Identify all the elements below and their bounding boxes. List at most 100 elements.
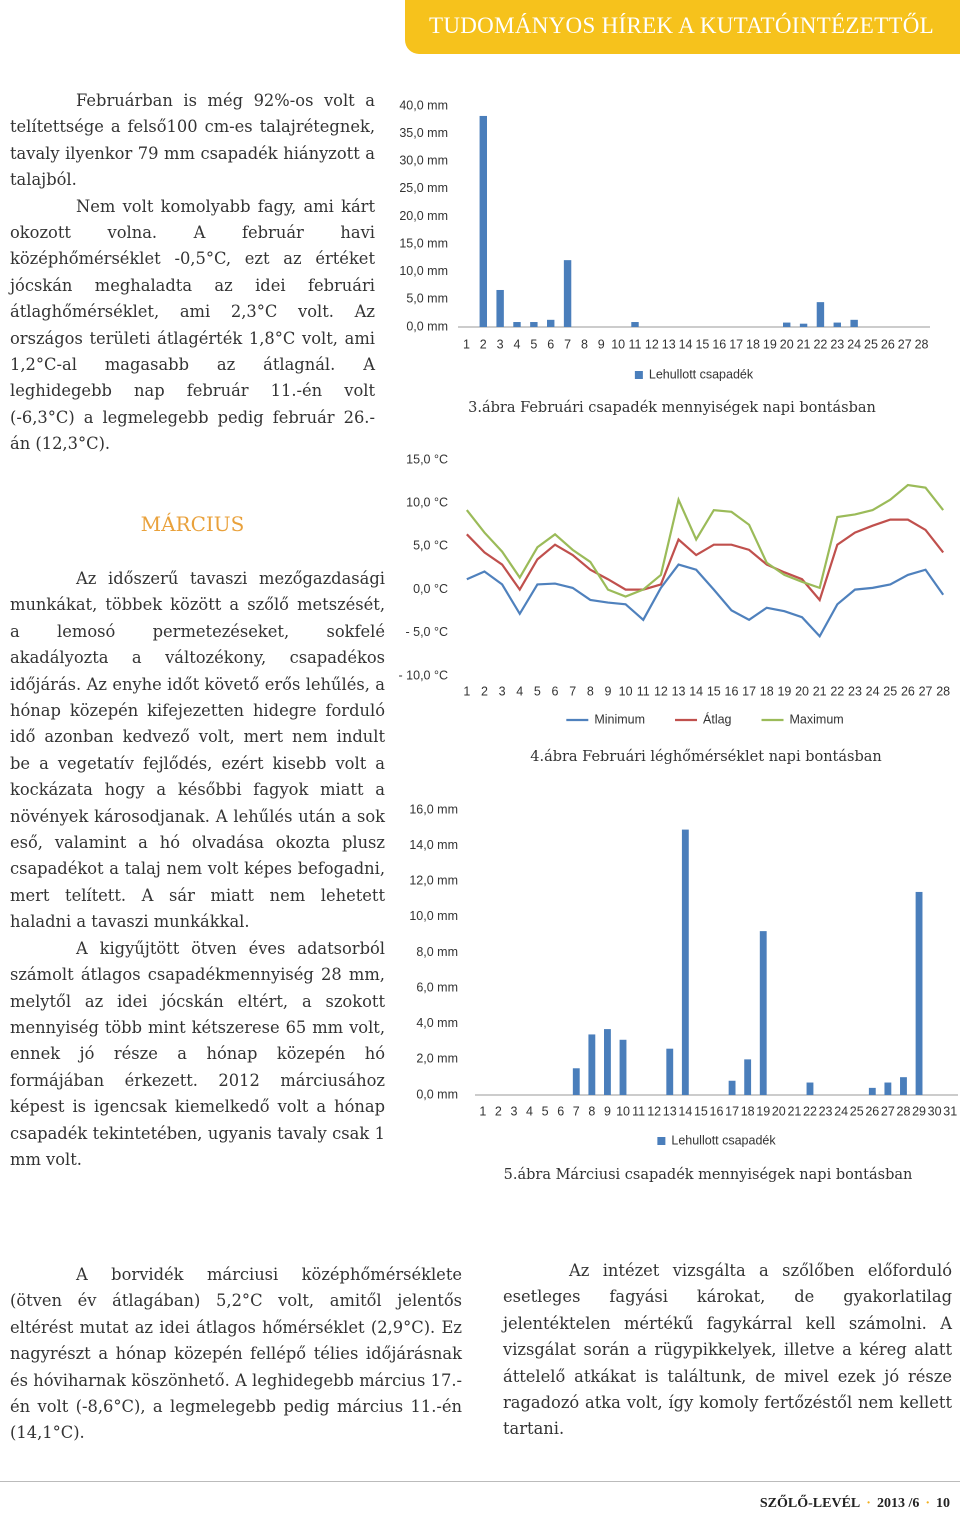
x-tick-label: 20 bbox=[772, 1104, 786, 1118]
y-tick-label: 10,0 °C bbox=[406, 495, 448, 509]
caption: 5.ábra Márciusi csapadék mennyiségek nap… bbox=[504, 1167, 913, 1183]
y-tick-label: 20,0 mm bbox=[399, 209, 448, 223]
x-tick-label: 25 bbox=[883, 684, 897, 698]
x-tick-label: 5 bbox=[542, 1104, 549, 1118]
march-text: Az időszerű tavaszi mezőgazdasági munkák… bbox=[10, 566, 385, 1173]
x-tick-label: 28 bbox=[915, 337, 929, 351]
line bbox=[466, 518, 945, 603]
x-tick-label: 11 bbox=[637, 684, 650, 698]
y-tick-label: 10,0 mm bbox=[409, 909, 458, 923]
x-tick-label: 20 bbox=[780, 337, 794, 351]
x-tick-label: 23 bbox=[848, 684, 862, 698]
y-tick-label: 4,0 mm bbox=[416, 1016, 458, 1030]
x-tick-label: 13 bbox=[663, 1104, 677, 1118]
bar bbox=[563, 260, 572, 327]
x-tick-label: 18 bbox=[746, 337, 760, 351]
bar bbox=[833, 322, 841, 327]
legend-key bbox=[657, 1137, 666, 1145]
x-tick-label: 6 bbox=[552, 684, 559, 698]
paragraph: Az időszerű tavaszi mezőgazdasági munkák… bbox=[10, 569, 385, 932]
y-tick-label: 0,0 mm bbox=[406, 319, 448, 333]
bar bbox=[915, 891, 923, 1095]
x-tick-label: 13 bbox=[662, 337, 676, 351]
x-tick-label: 8 bbox=[588, 1104, 595, 1118]
x-tick-label: 10 bbox=[616, 1104, 630, 1118]
bar bbox=[588, 1034, 596, 1095]
x-tick-label: 8 bbox=[581, 337, 588, 351]
bar bbox=[547, 319, 555, 327]
y-tick-label: 40,0 mm bbox=[399, 98, 448, 112]
issue: 2013 /6 bbox=[876, 1496, 920, 1511]
february-text: Februárban is még 92%-os volt a telített… bbox=[10, 88, 375, 458]
x-tick-label: 12 bbox=[647, 1104, 661, 1118]
x-tick-label: 7 bbox=[564, 337, 571, 351]
y-tick-label: 5,0 mm bbox=[406, 292, 448, 306]
x-tick-label: 12 bbox=[645, 337, 659, 351]
bar bbox=[666, 1048, 674, 1095]
x-tick-label: 25 bbox=[850, 1104, 864, 1118]
x-tick-label: 6 bbox=[557, 1104, 564, 1118]
x-tick-label: 3 bbox=[499, 684, 506, 698]
section-header: TUDOMÁNYOS HÍREK A KUTATÓINTÉZETTŐL bbox=[405, 0, 960, 54]
x-tick-label: 14 bbox=[678, 1104, 692, 1118]
x-tick-label: 27 bbox=[881, 1104, 895, 1118]
x-tick-label: 1 bbox=[463, 684, 470, 698]
march-text-right: Az intézet vizsgálta a szőlőben előfordu… bbox=[503, 1258, 952, 1443]
x-tick-label: 19 bbox=[756, 1104, 770, 1118]
x-tick-label: 14 bbox=[679, 337, 693, 351]
paragraph: Februárban is még 92%-os volt a telített… bbox=[10, 91, 375, 190]
caption: 3.ábra Februári csapadék mennyiségek nap… bbox=[468, 400, 876, 416]
legend-label: Lehullott csapadék bbox=[649, 367, 754, 381]
x-tick-label: 16 bbox=[725, 684, 739, 698]
x-tick-label: 24 bbox=[866, 684, 880, 698]
x-tick-label: 23 bbox=[819, 1104, 833, 1118]
page-number: 10 bbox=[936, 1496, 950, 1511]
bar bbox=[530, 322, 538, 327]
bar bbox=[496, 289, 504, 327]
y-tick-label: 16,0 mm bbox=[409, 802, 458, 816]
x-tick-label: 17 bbox=[729, 337, 743, 351]
bar bbox=[631, 322, 639, 327]
bar bbox=[884, 1082, 892, 1095]
x-tick-label: 15 bbox=[694, 1104, 708, 1118]
x-tick-label: 7 bbox=[573, 1104, 580, 1118]
x-tick-label: 15 bbox=[707, 684, 721, 698]
x-tick-label: 4 bbox=[526, 1104, 533, 1118]
bar bbox=[900, 1077, 907, 1095]
march-text-wide: A borvidék márciusi középhőmérséklete (ö… bbox=[10, 1262, 462, 1447]
bar bbox=[783, 322, 791, 327]
y-tick-label: 15,0 °C bbox=[406, 452, 448, 466]
y-tick-label: - 5,0 °C bbox=[405, 625, 448, 639]
legend-label: Maximum bbox=[790, 712, 844, 726]
line bbox=[466, 563, 945, 639]
x-tick-label: 5 bbox=[530, 337, 537, 351]
x-tick-label: 28 bbox=[897, 1104, 911, 1118]
publication: SZŐLŐ-LEVÉL bbox=[759, 1496, 861, 1511]
x-tick-label: 29 bbox=[912, 1104, 926, 1118]
x-tick-label: 1 bbox=[463, 337, 470, 351]
y-tick-label: 0,0 mm bbox=[416, 1087, 458, 1101]
x-tick-label: 22 bbox=[803, 1104, 817, 1118]
y-tick-label: 2,0 mm bbox=[416, 1052, 458, 1066]
x-tick-label: 27 bbox=[898, 337, 912, 351]
legend-label: Átlag bbox=[703, 711, 732, 726]
y-tick-label: - 10,0 °C bbox=[399, 668, 448, 682]
x-tick-label: 30 bbox=[928, 1104, 942, 1118]
y-tick-label: 15,0 mm bbox=[399, 236, 448, 250]
bar bbox=[513, 322, 521, 327]
x-tick-label: 31 bbox=[943, 1104, 957, 1118]
x-tick-label: 1 bbox=[479, 1104, 486, 1118]
section-title: TUDOMÁNYOS HÍREK A KUTATÓINTÉZETTŐL bbox=[429, 13, 935, 38]
x-tick-label: 21 bbox=[797, 337, 811, 351]
bar bbox=[868, 1087, 876, 1095]
legend-label: Minimum bbox=[594, 712, 645, 726]
x-tick-label: 24 bbox=[847, 337, 861, 351]
y-tick-label: 12,0 mm bbox=[409, 874, 458, 888]
x-tick-label: 8 bbox=[587, 684, 594, 698]
x-tick-label: 28 bbox=[936, 684, 950, 698]
x-tick-label: 22 bbox=[830, 684, 844, 698]
x-tick-label: 11 bbox=[632, 1104, 645, 1118]
x-tick-label: 5 bbox=[534, 684, 541, 698]
